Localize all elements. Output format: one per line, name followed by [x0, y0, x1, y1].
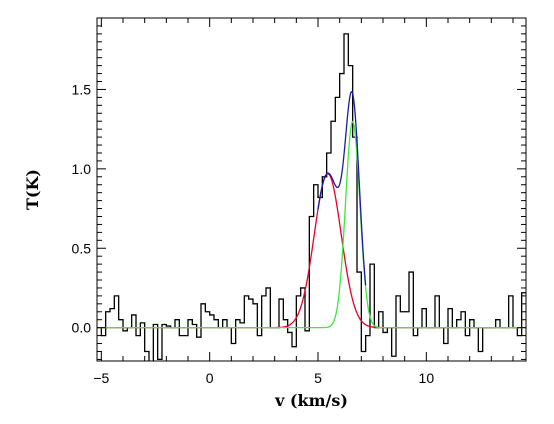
y-tick-label: 1.0: [72, 161, 92, 177]
x-tick-label: 5: [314, 370, 322, 386]
gaussian-component-1-line: [97, 172, 526, 329]
gaussian-sum-fit-line: [317, 90, 367, 286]
y-tick-label: 1.5: [72, 81, 92, 97]
x-axis-label: v (km/s): [274, 391, 348, 410]
y-axis-label: T(K): [23, 169, 42, 210]
x-tick-label: −5: [93, 370, 109, 386]
axis-ticks: [97, 18, 526, 361]
y-tick-label: 0.0: [72, 320, 92, 336]
x-tick-label: 0: [206, 370, 214, 386]
plot-frame: [96, 17, 527, 362]
y-tick-label: 0.5: [72, 240, 92, 256]
observed-spectrum-line: [97, 33, 526, 361]
x-tick-label: 10: [419, 370, 435, 386]
tick-labels: −5 0 5 10 0.0 0.5 1.0 1.5: [72, 81, 435, 386]
gaussian-component-2-line: [97, 120, 526, 329]
